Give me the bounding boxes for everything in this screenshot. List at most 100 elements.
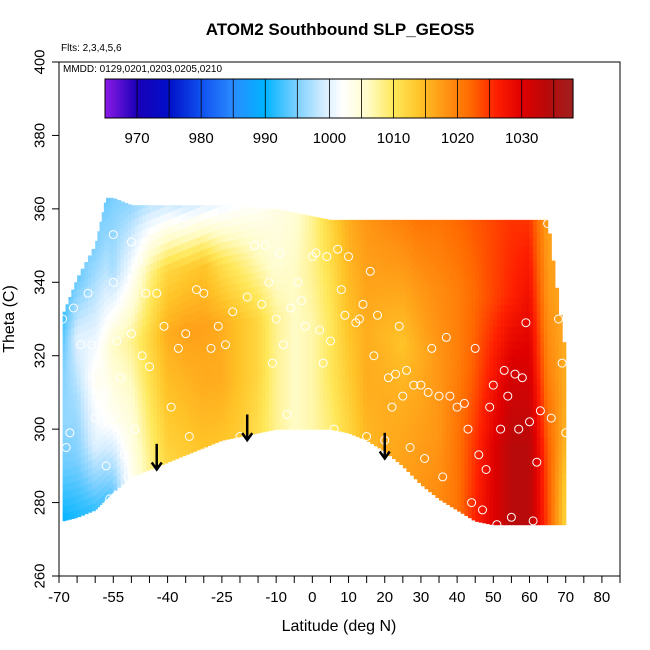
field-cell [424,305,429,313]
field-cell [200,352,205,361]
field-cell [330,245,335,254]
field-cell [167,292,172,301]
field-cell [261,343,266,352]
field-cell [464,280,469,289]
field-cell [312,319,317,327]
field-cell [529,509,534,518]
field-cell [124,224,129,233]
field-cell [200,242,205,251]
field-cell [402,445,408,454]
field-cell [370,436,375,445]
field-cell [171,205,176,211]
field-cell [272,223,277,232]
field-cell [294,421,299,430]
field-cell [268,342,274,351]
field-cell [108,274,111,283]
field-cell [460,351,465,360]
field-cell [290,260,295,269]
field-cell [446,430,451,439]
field-cell [431,296,437,305]
field-cell [417,475,422,483]
field-cell [232,408,237,417]
field-cell [442,450,447,459]
field-cell [334,400,339,409]
field-cell [518,480,523,489]
field-cell [99,276,103,285]
field-cell [471,497,476,506]
field-cell [80,368,85,377]
field-cell [381,406,386,414]
field-cell [232,400,237,409]
field-cell [101,223,105,232]
field-cell [87,343,93,352]
field-cell [80,353,85,362]
field-cell [352,332,357,341]
field-cell [95,501,98,510]
field-cell [211,392,216,401]
field-cell [214,222,219,231]
field-cell [268,283,274,292]
field-cell [420,426,426,435]
field-cell [442,245,447,254]
field-cell [229,269,234,278]
field-cell [511,429,516,438]
field-cell [533,355,538,364]
field-cell [192,392,198,401]
field-cell [370,428,375,437]
field-cell [312,333,317,342]
field-cell [182,382,187,391]
field-cell [337,379,342,388]
field-cell [522,421,527,430]
field-cell [163,272,169,280]
field-cell [84,432,89,441]
field-cell [348,286,353,295]
field-cell [435,409,440,418]
field-cell [515,509,520,518]
field-cell [103,243,107,251]
field-cell [442,377,447,386]
field-cell [153,437,158,446]
field-cell [145,264,151,273]
field-cell [127,426,132,435]
field-cell [352,222,357,231]
field-cell [402,276,408,285]
field-cell [467,312,473,320]
field-cell [352,251,357,260]
field-cell [71,371,75,380]
field-cell [207,313,212,322]
field-cell [108,304,111,313]
field-cell [442,237,447,246]
field-cell [446,372,451,381]
field-cell [95,450,98,459]
field-cell [160,244,165,253]
field-cell [330,407,335,416]
field-cell [363,255,368,264]
field-cell [91,400,96,409]
field-cell [391,282,397,291]
field-cell [507,245,513,254]
field-cell [131,255,136,264]
field-cell [247,383,252,392]
field-cell [341,306,346,315]
field-cell [283,363,288,371]
field-cell [457,474,462,483]
field-cell [482,412,487,421]
field-cell [540,443,545,452]
field-cell [319,341,324,349]
field-cell [551,392,556,401]
field-cell [189,437,194,446]
field-cell [355,399,361,408]
field-cell [149,410,154,418]
field-cell [482,258,487,267]
field-cell [171,239,176,248]
field-cell [515,399,520,408]
field-cell [97,234,101,243]
field-cell [80,268,85,274]
field-cell [460,454,465,463]
field-cell [287,216,292,225]
field-cell [308,216,313,225]
field-cell [279,296,284,305]
field-cell [95,281,98,290]
field-cell [203,432,208,441]
field-cell [185,402,190,411]
